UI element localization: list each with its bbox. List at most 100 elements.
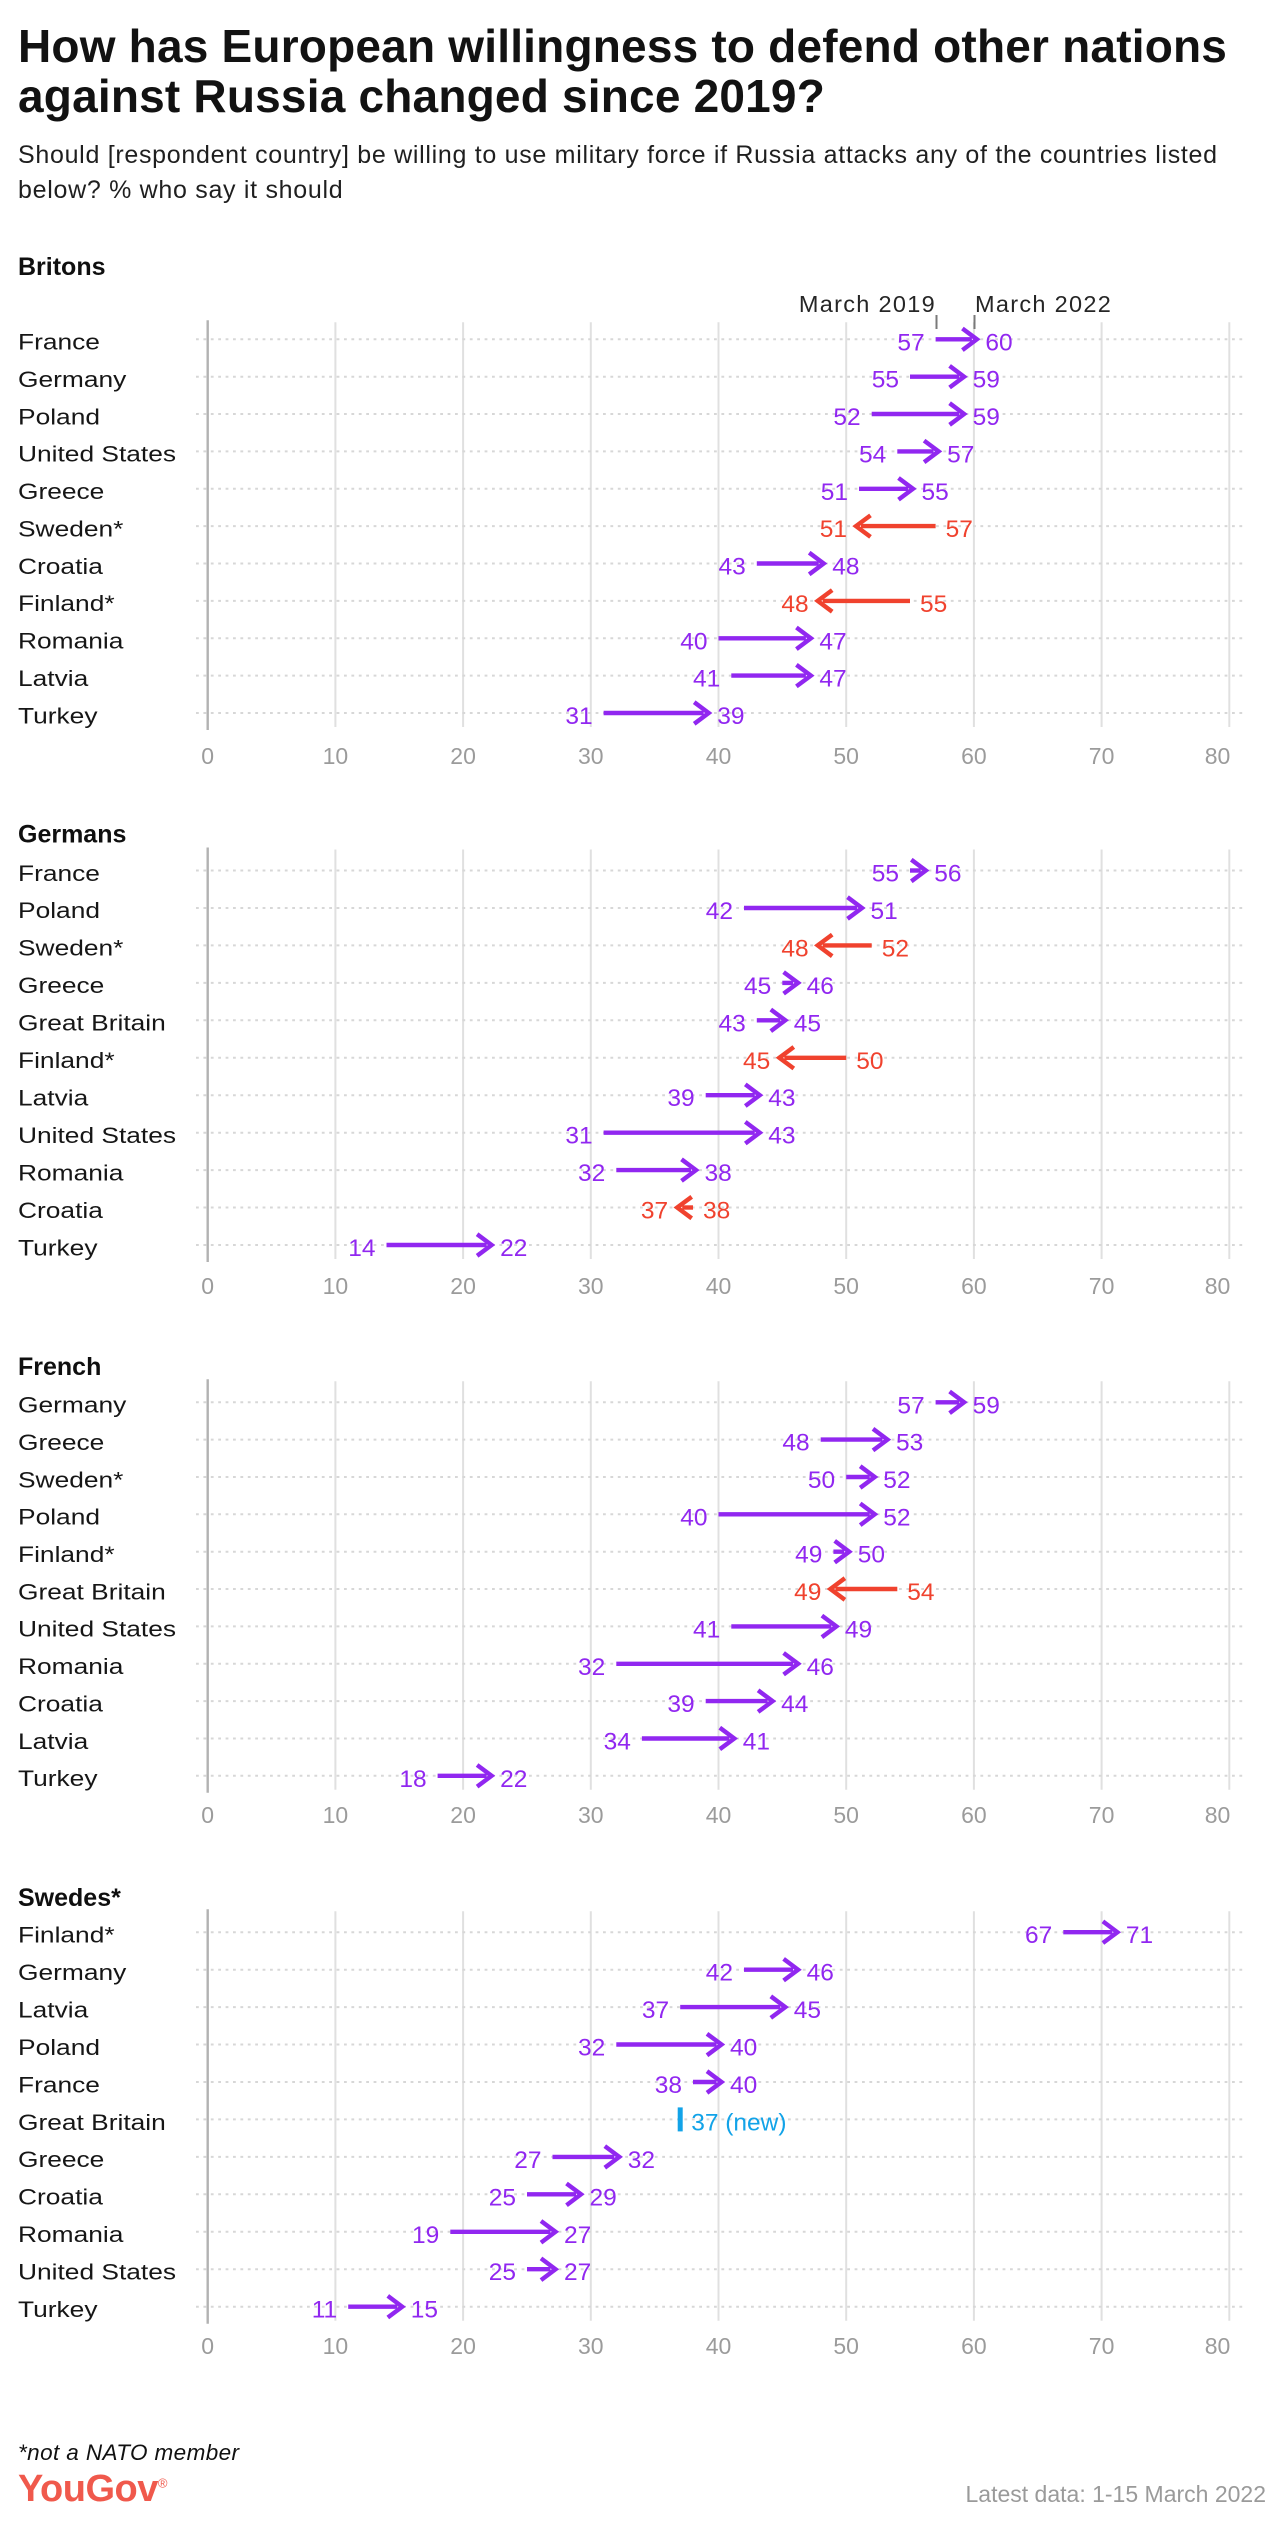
svg-text:45: 45 (743, 1048, 770, 1075)
svg-text:38: 38 (705, 1160, 732, 1187)
svg-text:57: 57 (897, 329, 924, 356)
svg-text:48: 48 (781, 935, 808, 962)
svg-text:51: 51 (821, 479, 848, 506)
svg-text:Romania: Romania (18, 1654, 124, 1679)
svg-text:41: 41 (693, 1616, 720, 1643)
svg-text:Britons: Britons (18, 253, 106, 281)
svg-text:40: 40 (706, 743, 732, 769)
svg-text:Finland*: Finland* (18, 1542, 115, 1567)
svg-text:Latvia: Latvia (18, 1729, 89, 1754)
svg-text:27: 27 (564, 2259, 591, 2286)
svg-text:19: 19 (412, 2222, 439, 2249)
svg-text:Poland: Poland (18, 898, 100, 923)
svg-text:14: 14 (348, 1235, 375, 1262)
svg-text:Great Britain: Great Britain (18, 2110, 166, 2135)
svg-text:51: 51 (820, 516, 847, 543)
svg-text:Sweden*: Sweden* (18, 936, 124, 961)
svg-text:50: 50 (833, 1802, 859, 1828)
svg-text:Germans: Germans (18, 821, 126, 849)
svg-text:Greece: Greece (18, 479, 104, 504)
svg-text:45: 45 (794, 1010, 821, 1037)
svg-text:Turkey: Turkey (18, 2297, 98, 2322)
svg-text:27: 27 (564, 2222, 591, 2249)
svg-text:50: 50 (856, 1048, 883, 1075)
svg-text:48: 48 (782, 1430, 809, 1457)
svg-text:52: 52 (882, 935, 909, 962)
svg-text:10: 10 (323, 1273, 349, 1299)
svg-text:67: 67 (1025, 1922, 1052, 1949)
svg-text:Turkey: Turkey (18, 1235, 98, 1260)
svg-text:0: 0 (201, 2333, 214, 2359)
svg-text:40: 40 (680, 1504, 707, 1531)
svg-text:44: 44 (781, 1691, 808, 1718)
svg-text:48: 48 (781, 591, 808, 618)
svg-text:80: 80 (1205, 1273, 1231, 1299)
svg-text:22: 22 (500, 1766, 527, 1793)
svg-text:54: 54 (859, 441, 886, 468)
svg-text:43: 43 (719, 1010, 746, 1037)
svg-text:48: 48 (832, 554, 859, 581)
svg-text:Poland: Poland (18, 1505, 100, 1530)
svg-text:38: 38 (655, 2072, 682, 2099)
svg-text:50: 50 (833, 2333, 859, 2359)
svg-text:37: 37 (641, 1198, 668, 1225)
svg-text:20: 20 (450, 1273, 476, 1299)
svg-text:70: 70 (1089, 1273, 1115, 1299)
svg-text:Poland: Poland (18, 2035, 100, 2060)
svg-text:40: 40 (706, 1802, 732, 1828)
svg-text:22: 22 (500, 1235, 527, 1262)
svg-text:Swedes*: Swedes* (18, 1884, 121, 1912)
svg-text:55: 55 (872, 367, 899, 394)
svg-text:70: 70 (1089, 743, 1115, 769)
svg-text:59: 59 (973, 1392, 1000, 1419)
svg-text:Finland*: Finland* (18, 591, 115, 616)
svg-text:10: 10 (323, 2333, 349, 2359)
svg-text:50: 50 (833, 743, 859, 769)
svg-text:32: 32 (578, 1654, 605, 1681)
svg-text:49: 49 (845, 1616, 872, 1643)
svg-text:United States: United States (18, 2260, 176, 2285)
svg-text:31: 31 (565, 703, 592, 730)
svg-text:25: 25 (489, 2184, 516, 2211)
svg-text:32: 32 (578, 2035, 605, 2062)
svg-text:40: 40 (730, 2035, 757, 2062)
svg-text:40: 40 (680, 628, 707, 655)
svg-text:Croatia: Croatia (18, 554, 103, 579)
svg-text:55: 55 (920, 591, 947, 618)
svg-text:Sweden*: Sweden* (18, 516, 124, 541)
svg-text:80: 80 (1205, 1802, 1231, 1828)
svg-text:41: 41 (743, 1729, 770, 1756)
svg-text:11: 11 (312, 2297, 337, 2324)
svg-text:57: 57 (947, 441, 974, 468)
svg-text:March 2019: March 2019 (799, 291, 936, 317)
svg-text:52: 52 (883, 1467, 910, 1494)
svg-text:37 (new): 37 (new) (691, 2109, 786, 2136)
svg-text:Finland*: Finland* (18, 1923, 115, 1948)
svg-text:United States: United States (18, 442, 176, 467)
svg-text:Romania: Romania (18, 2222, 124, 2247)
svg-text:41: 41 (693, 666, 720, 693)
svg-text:60: 60 (961, 1273, 987, 1299)
svg-text:60: 60 (985, 329, 1012, 356)
svg-text:Greece: Greece (18, 1430, 104, 1455)
svg-text:50: 50 (808, 1467, 835, 1494)
svg-text:30: 30 (578, 2333, 604, 2359)
svg-text:57: 57 (897, 1392, 924, 1419)
svg-text:29: 29 (590, 2184, 617, 2211)
svg-text:Great Britain: Great Britain (18, 1579, 166, 1604)
svg-text:0: 0 (201, 1273, 214, 1299)
svg-text:27: 27 (514, 2147, 541, 2174)
svg-text:53: 53 (896, 1430, 923, 1457)
svg-text:45: 45 (744, 973, 771, 1000)
svg-text:20: 20 (450, 1802, 476, 1828)
svg-text:52: 52 (883, 1504, 910, 1531)
svg-text:France: France (18, 861, 100, 886)
svg-text:25: 25 (489, 2259, 516, 2286)
svg-text:Romania: Romania (18, 1160, 124, 1185)
svg-text:Germany: Germany (18, 1960, 127, 1985)
svg-text:54: 54 (907, 1579, 934, 1606)
svg-text:47: 47 (819, 628, 846, 655)
svg-text:49: 49 (795, 1542, 822, 1569)
svg-text:Germany: Germany (18, 367, 127, 392)
svg-text:Latvia: Latvia (18, 1086, 89, 1111)
